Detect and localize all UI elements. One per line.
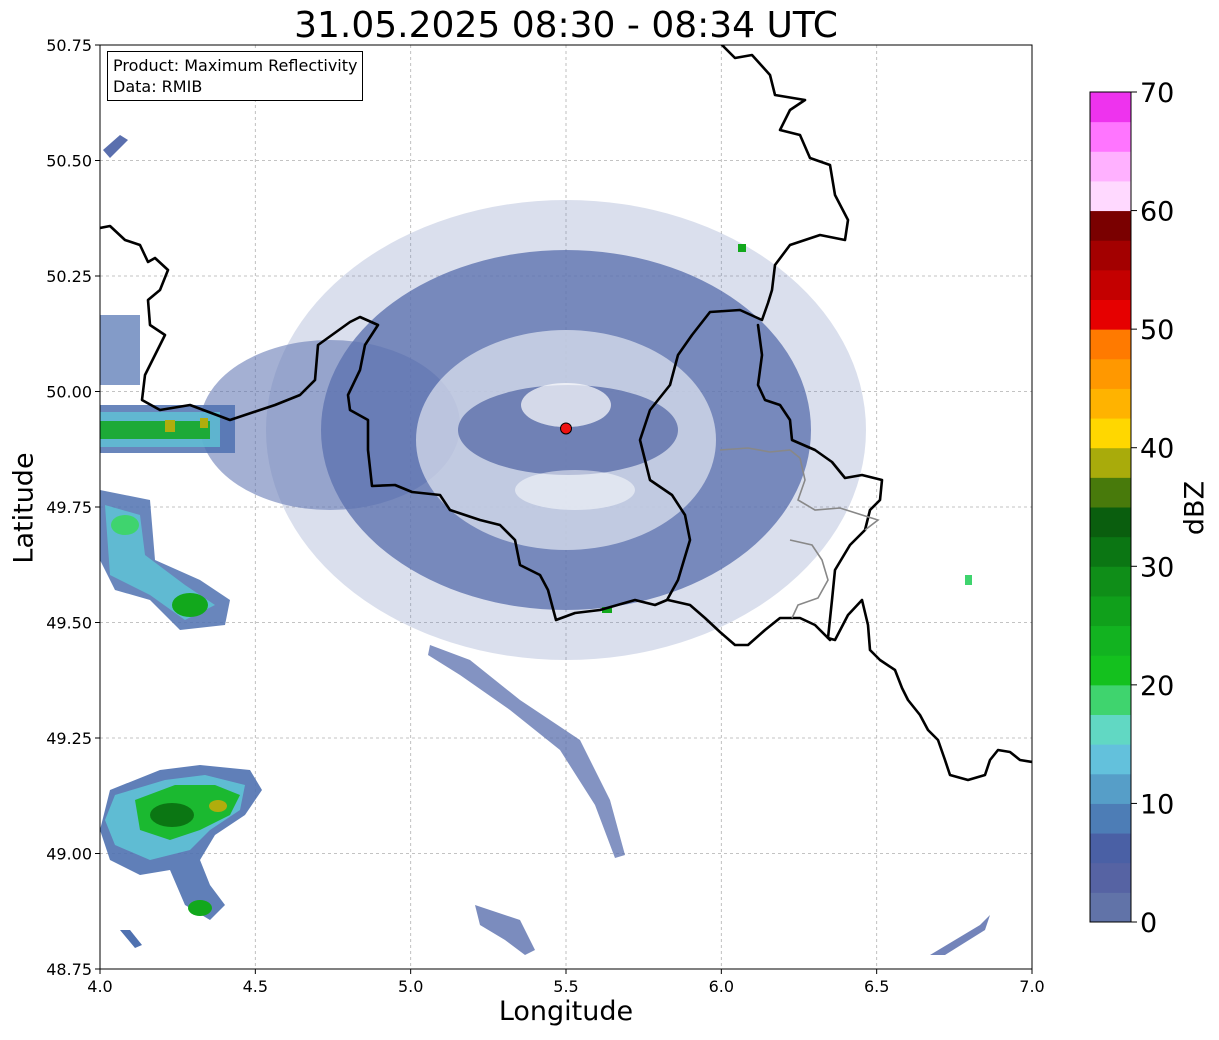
radar-echo-small-green-2 bbox=[965, 575, 972, 585]
x-tick-label: 6.5 bbox=[864, 977, 889, 996]
colorbar-band bbox=[1090, 595, 1131, 627]
region-border-east bbox=[719, 447, 801, 459]
colorbar-tick-label: 40 bbox=[1140, 434, 1174, 465]
radar-site-marker bbox=[560, 422, 572, 435]
region-border-luxembourg bbox=[797, 457, 880, 531]
radar-echo-west-band-yellow-2 bbox=[200, 418, 208, 428]
x-tick-label: 4.5 bbox=[243, 977, 268, 996]
country-borders bbox=[100, 45, 1032, 782]
y-axis-label: Latitude bbox=[8, 452, 40, 564]
colorbar-tick-label: 60 bbox=[1140, 197, 1174, 228]
y-tick-label: 50.25 bbox=[46, 267, 92, 286]
colorbar: 0 10 20 30 40 50 60 70 bbox=[1089, 78, 1174, 939]
x-tick-label: 5.5 bbox=[553, 977, 578, 996]
x-tick-label: 7.0 bbox=[1019, 977, 1044, 996]
colorbar-band bbox=[1090, 833, 1131, 864]
radar-echo-south-streak-1 bbox=[428, 645, 625, 858]
radar-echo-small-green-3 bbox=[602, 607, 612, 613]
colorbar-tick-label: 20 bbox=[1140, 671, 1174, 702]
colorbar-band bbox=[1090, 536, 1131, 567]
y-tick-label: 50.00 bbox=[46, 383, 92, 402]
border-luxembourg-germany bbox=[756, 323, 1032, 782]
x-tick-label: 5.0 bbox=[398, 977, 423, 996]
product-line: Product: Maximum Reflectivity bbox=[113, 56, 358, 75]
y-tick-label: 49.75 bbox=[46, 498, 92, 517]
radar-echo-sw-spur bbox=[120, 930, 142, 948]
radar-echo-near-clear-south bbox=[515, 470, 635, 510]
colorbar-band bbox=[1090, 714, 1131, 745]
colorbar-band bbox=[1090, 625, 1131, 656]
colorbar-band bbox=[1090, 418, 1131, 449]
x-tick-label: 4.0 bbox=[87, 977, 112, 996]
radar-echo-west-cell-green-2 bbox=[111, 515, 139, 535]
colorbar-band bbox=[1090, 803, 1131, 834]
x-axis-ticks: 4.0 4.5 5.0 5.5 6.0 6.5 7.0 bbox=[87, 969, 1045, 996]
radar-echo-small-green-1 bbox=[738, 244, 746, 252]
radar-echo-west-cell-cyan bbox=[105, 505, 215, 620]
map-panel: 4.0 4.5 5.0 5.5 6.0 6.5 7.0 50.7550.5050.2550.… bbox=[46, 36, 1045, 996]
colorbar-band bbox=[1090, 773, 1131, 804]
colorbar-band bbox=[1090, 358, 1131, 389]
radar-echo-west-band-yellow-1 bbox=[165, 420, 175, 432]
x-tick-label: 6.0 bbox=[709, 977, 734, 996]
colorbar-band bbox=[1090, 892, 1131, 923]
colorbar-band bbox=[1090, 240, 1131, 271]
colorbar-frame bbox=[1089, 91, 1132, 923]
radar-echo-sw-storm-tail bbox=[188, 900, 212, 916]
map-title: 31.05.2025 08:30 - 08:34 UTC bbox=[294, 5, 838, 46]
colorbar-band bbox=[1090, 507, 1131, 538]
colorbar-tick-label: 0 bbox=[1140, 908, 1157, 939]
colorbar-band bbox=[1090, 269, 1131, 300]
x-axis-label: Longitude bbox=[498, 996, 634, 1027]
radar-echo-near-clear bbox=[521, 383, 611, 427]
product-info-box: Product: Maximum Reflectivity Data: RMIB bbox=[107, 51, 364, 101]
border-belgium-france-west bbox=[100, 45, 850, 622]
y-tick-label: 48.75 bbox=[46, 960, 92, 979]
colorbar-tick-label: 30 bbox=[1140, 552, 1174, 583]
colorbar-band bbox=[1090, 92, 1131, 123]
radar-echo-west-band-green bbox=[100, 421, 210, 439]
colorbar-band bbox=[1090, 329, 1131, 360]
colorbar-tick-label: 10 bbox=[1140, 789, 1174, 820]
radar-echo-west-strip bbox=[100, 315, 140, 385]
colorbar-tick-label: 50 bbox=[1140, 315, 1174, 346]
colorbar-label: dBZ bbox=[1179, 480, 1211, 536]
colorbar-band bbox=[1090, 566, 1131, 597]
radar-echo-west-lobe bbox=[200, 340, 460, 510]
colorbar-band bbox=[1090, 744, 1131, 775]
colorbar-band bbox=[1090, 477, 1131, 508]
y-tick-label: 49.00 bbox=[46, 845, 92, 864]
data-source-line: Data: RMIB bbox=[113, 77, 203, 96]
y-tick-label: 49.50 bbox=[46, 614, 92, 633]
radar-echo-west-cell-green bbox=[172, 593, 208, 617]
radar-echo-sw-storm-yellow bbox=[209, 800, 227, 812]
region-borders bbox=[719, 447, 880, 619]
colorbar-band bbox=[1090, 684, 1131, 715]
colorbar-tick-label: 70 bbox=[1140, 78, 1174, 109]
colorbar-band bbox=[1090, 180, 1131, 212]
colorbar-band bbox=[1090, 447, 1131, 478]
colorbar-band bbox=[1090, 655, 1131, 686]
colorbar-ticks: 0 10 20 30 40 50 60 70 bbox=[1131, 78, 1174, 939]
y-tick-label: 50.75 bbox=[46, 36, 92, 55]
colorbar-band bbox=[1090, 299, 1131, 330]
y-tick-label: 50.50 bbox=[46, 152, 92, 171]
colorbar-bands bbox=[1090, 92, 1131, 923]
border-france-luxembourg-south bbox=[666, 598, 832, 647]
radar-echo-nw-speck bbox=[103, 135, 128, 158]
colorbar-band bbox=[1090, 151, 1131, 182]
colorbar-band bbox=[1090, 862, 1131, 893]
colorbar-band bbox=[1090, 210, 1131, 241]
y-tick-label: 49.25 bbox=[46, 729, 92, 748]
region-border-saar bbox=[789, 539, 829, 619]
radar-echo-south-streak-2 bbox=[475, 905, 535, 955]
gridlines bbox=[100, 45, 1032, 969]
radar-echo-sw-storm-dark-green bbox=[150, 803, 194, 827]
colorbar-band bbox=[1090, 388, 1131, 419]
y-axis-ticks: 50.75 50.50 50.25 50.00 49.75 49.50 49.25 49.00… bbox=[46, 36, 100, 979]
colorbar-band bbox=[1090, 121, 1131, 152]
